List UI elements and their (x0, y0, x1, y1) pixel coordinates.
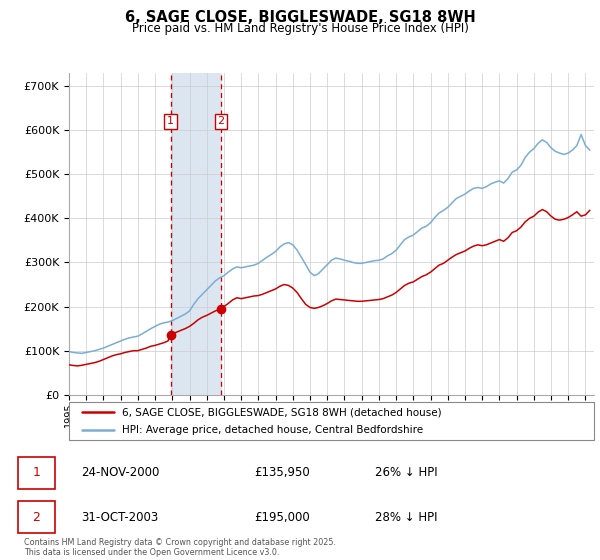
Text: 2: 2 (217, 116, 224, 127)
FancyBboxPatch shape (69, 402, 594, 440)
Text: Price paid vs. HM Land Registry's House Price Index (HPI): Price paid vs. HM Land Registry's House … (131, 22, 469, 35)
Text: HPI: Average price, detached house, Central Bedfordshire: HPI: Average price, detached house, Cent… (121, 425, 422, 435)
Text: 2: 2 (32, 511, 40, 524)
Text: 31-OCT-2003: 31-OCT-2003 (81, 511, 158, 524)
Text: 26% ↓ HPI: 26% ↓ HPI (375, 466, 437, 479)
Bar (170, 73, 221, 395)
Text: 28% ↓ HPI: 28% ↓ HPI (375, 511, 437, 524)
Text: Contains HM Land Registry data © Crown copyright and database right 2025.
This d: Contains HM Land Registry data © Crown c… (24, 538, 336, 557)
Text: 24-NOV-2000: 24-NOV-2000 (81, 466, 160, 479)
FancyBboxPatch shape (18, 501, 55, 534)
Text: 1: 1 (32, 466, 40, 479)
FancyBboxPatch shape (18, 457, 55, 489)
Text: £135,950: £135,950 (254, 466, 310, 479)
Text: £195,000: £195,000 (254, 511, 310, 524)
Text: 6, SAGE CLOSE, BIGGLESWADE, SG18 8WH (detached house): 6, SAGE CLOSE, BIGGLESWADE, SG18 8WH (de… (121, 407, 441, 417)
Text: 1: 1 (167, 116, 174, 127)
Text: 6, SAGE CLOSE, BIGGLESWADE, SG18 8WH: 6, SAGE CLOSE, BIGGLESWADE, SG18 8WH (125, 10, 475, 25)
